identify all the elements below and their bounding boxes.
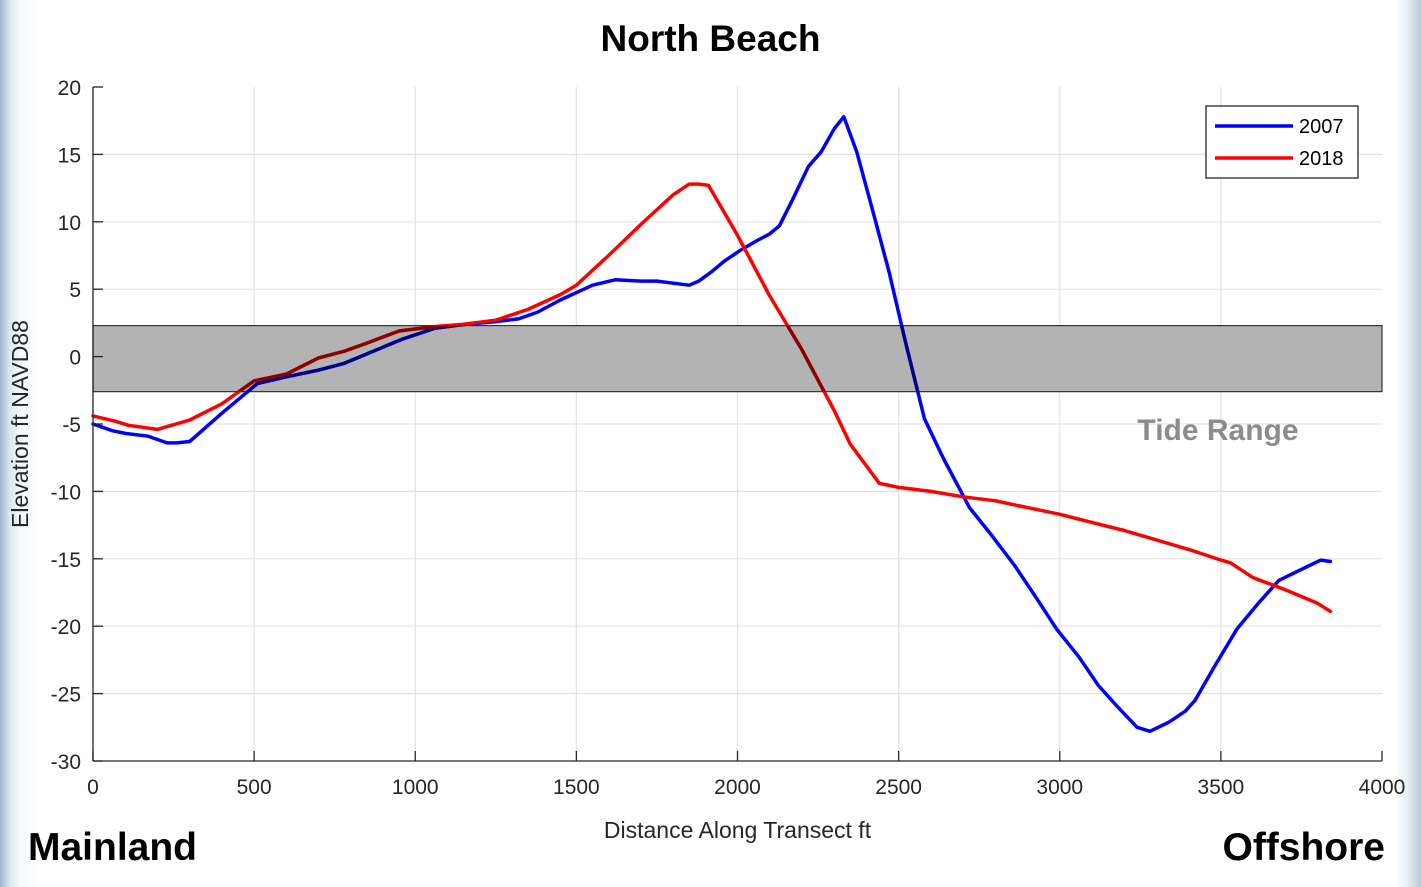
y-tick-label: -25 xyxy=(51,684,81,707)
x-tick-label: 3000 xyxy=(1036,776,1083,799)
x-tick-label: 4000 xyxy=(1359,776,1406,799)
y-tick-label: -15 xyxy=(51,549,81,572)
y-tick-label: -5 xyxy=(62,414,81,437)
tide-range-band-group xyxy=(92,324,1383,393)
series-line-shade-2018 xyxy=(235,325,827,392)
x-axis-label: Distance Along Transect ft xyxy=(604,817,872,843)
y-axis-label: Elevation ft NAVD88 xyxy=(7,320,33,528)
tide-range-label: Tide Range xyxy=(1137,414,1298,447)
y-tick-label: 10 xyxy=(58,212,81,235)
x-tick-label: 1500 xyxy=(553,776,600,799)
x-tick-label: 0 xyxy=(87,776,99,799)
legend-box xyxy=(1205,105,1359,179)
series-line-shade-2007 xyxy=(244,325,920,392)
series-line-2018 xyxy=(91,182,1333,614)
x-tick-label: 2500 xyxy=(875,776,922,799)
axes xyxy=(92,86,1383,762)
y-tick-label: 0 xyxy=(69,347,81,370)
legend: 2007 2018 xyxy=(1205,105,1359,179)
legend-label-2007: 2007 xyxy=(1299,116,1344,138)
y-tick-label: -20 xyxy=(51,616,81,639)
tick-labels: 0 500 1000 1500 2000 2500 3000 3500 4000 20 15 10 5 0… xyxy=(51,77,1406,799)
mainland-label: Mainland xyxy=(28,826,198,869)
legend-label-2018: 2018 xyxy=(1299,148,1344,170)
x-tick-label: 1000 xyxy=(392,776,439,799)
series-line-2007 xyxy=(91,114,1333,734)
y-tick-label: -30 xyxy=(51,751,81,774)
y-tick-label: 15 xyxy=(58,144,81,167)
band-overlay xyxy=(235,325,920,392)
x-tick-label: 3500 xyxy=(1198,776,1245,799)
grid-lines xyxy=(93,87,1382,761)
y-tick-label: -10 xyxy=(51,481,81,504)
x-tick-label: 500 xyxy=(237,776,272,799)
series-lines xyxy=(91,114,1333,734)
x-tick-label: 2000 xyxy=(714,776,761,799)
chart-title: North Beach xyxy=(600,18,821,59)
y-tick-label: 5 xyxy=(69,279,81,302)
tide-range-band xyxy=(92,324,1383,393)
y-tick-label: 20 xyxy=(58,77,81,100)
offshore-label: Offshore xyxy=(1222,826,1385,869)
